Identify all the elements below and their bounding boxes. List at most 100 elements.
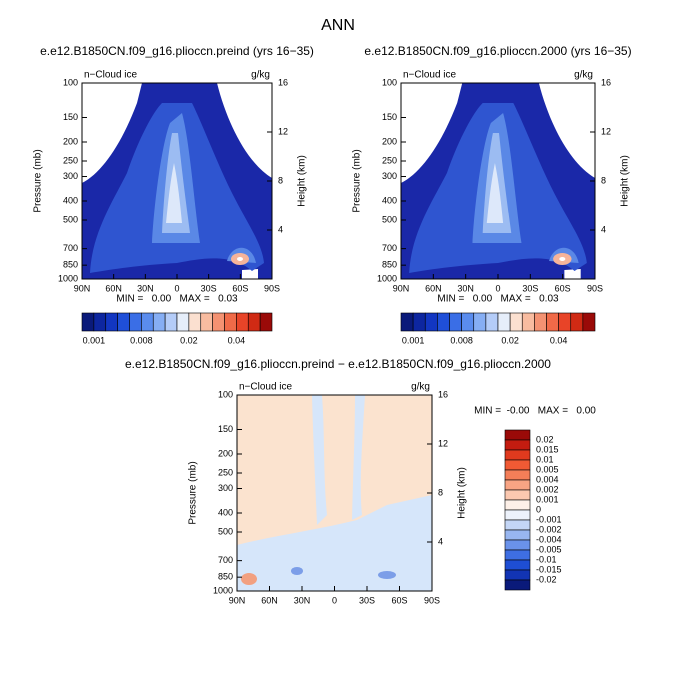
corner-label: n−Cloud ice	[239, 382, 293, 393]
figure-title: ANN	[321, 17, 355, 34]
colorbar-label: 0.001	[402, 335, 425, 345]
colorbar-swatch	[534, 312, 547, 332]
colorbar-swatch	[424, 312, 438, 332]
y-axis-label: Pressure (mb)	[352, 149, 363, 212]
x-tick-label: 90N	[74, 283, 91, 293]
y2-tick-label: 4	[278, 224, 283, 234]
colorbar-swatch	[570, 312, 584, 332]
y-tick-label: 250	[63, 155, 78, 165]
x-tick-label: 30S	[522, 283, 538, 293]
contour-field	[82, 83, 272, 279]
colorbar-swatch	[558, 312, 572, 332]
colorbar-swatch	[81, 312, 95, 332]
colorbar-swatch	[188, 312, 202, 332]
x-tick-label: 90N	[393, 283, 410, 293]
panel-title: e.e12.B1850CN.f09_g16.plioccn.preind (yr…	[40, 44, 314, 58]
colorbar-label: -0.01	[536, 554, 557, 564]
colorbar-swatch	[93, 312, 107, 332]
colorbar-swatch	[504, 429, 531, 441]
y-tick-label: 400	[382, 195, 397, 205]
y-tick-label: 500	[63, 214, 78, 224]
colorbar-swatch	[247, 312, 261, 332]
y-tick-label: 200	[218, 448, 233, 458]
colorbar-swatch	[504, 499, 531, 511]
colorbar-swatch	[504, 449, 531, 461]
y-tick-label: 200	[63, 136, 78, 146]
colorbar-swatch	[437, 312, 450, 332]
y2-tick-label: 8	[438, 487, 443, 497]
x-tick-label: 90S	[587, 283, 603, 293]
x-tick-label: 60N	[425, 283, 442, 293]
colorbar-swatch	[129, 312, 142, 332]
x-tick-label: 30N	[294, 595, 311, 605]
y-tick-label: 100	[218, 389, 233, 399]
y2-tick-label: 12	[278, 126, 288, 136]
x-tick-label: 30N	[137, 283, 154, 293]
colorbar-label: 0.04	[550, 335, 568, 345]
colorbar-swatch	[504, 459, 531, 471]
x-tick-label: 60N	[105, 283, 122, 293]
y-tick-label: 250	[218, 467, 233, 477]
y-tick-label: 1000	[58, 273, 78, 283]
x-tick-label: 30S	[359, 595, 375, 605]
corner-label: n−Cloud ice	[84, 70, 138, 81]
colorbar-swatch	[176, 312, 190, 332]
corner-label: n−Cloud ice	[403, 70, 457, 81]
colorbar-swatch	[509, 312, 523, 332]
panel-title: e.e12.B1850CN.f09_g16.plioccn.preind − e…	[125, 357, 551, 371]
y-tick-label: 150	[218, 424, 233, 434]
colorbar-swatch	[117, 312, 130, 332]
y-axis-label: Pressure (mb)	[33, 149, 44, 212]
colorbar-swatch	[504, 489, 531, 501]
colorbar-swatch	[141, 312, 154, 332]
colorbar-label: 0.002	[536, 484, 559, 494]
colorbar-label: -0.002	[536, 524, 562, 534]
x-tick-label: 90S	[264, 283, 280, 293]
colorbar-label: 0	[536, 504, 541, 514]
colorbar-swatch	[473, 312, 487, 332]
colorbar-label: 0.008	[450, 335, 473, 345]
colorbar-swatch	[504, 509, 531, 521]
y-tick-label: 500	[382, 214, 397, 224]
colorbar-swatch	[200, 312, 213, 332]
colorbar-swatch	[546, 312, 559, 332]
colorbar-label: 0.02	[501, 335, 519, 345]
colorbar-swatch	[504, 549, 531, 561]
y-tick-label: 150	[382, 112, 397, 122]
contour-field	[401, 83, 595, 279]
corner-label: g/kg	[251, 70, 270, 81]
y-tick-label: 850	[382, 260, 397, 270]
colorbar-swatch	[105, 312, 118, 332]
y-tick-label: 850	[218, 572, 233, 582]
colorbar-swatch	[504, 479, 531, 491]
y-tick-label: 100	[382, 77, 397, 87]
colorbar-label: 0.04	[228, 335, 246, 345]
y-tick-label: 850	[63, 260, 78, 270]
y-tick-label: 400	[63, 195, 78, 205]
colorbar-swatch	[485, 312, 499, 332]
x-tick-label: 30S	[201, 283, 217, 293]
y-tick-label: 250	[382, 155, 397, 165]
y-tick-label: 500	[218, 526, 233, 536]
x-tick-label: 0	[332, 595, 337, 605]
y-tick-label: 300	[63, 171, 78, 181]
stats: MIN = -0.00 MAX = 0.00	[474, 406, 596, 417]
colorbar-label: 0.001	[83, 335, 106, 345]
colorbar-label: 0.005	[536, 464, 559, 474]
colorbar-swatch	[504, 569, 531, 581]
colorbar-swatch	[521, 312, 535, 332]
colorbar-swatch	[236, 312, 249, 332]
stats: MIN = 0.00 MAX = 0.03	[437, 294, 559, 305]
colorbar-swatch	[504, 539, 531, 551]
y2-tick-label: 4	[601, 224, 606, 234]
colorbar-swatch	[504, 529, 531, 541]
colorbar-label: -0.005	[536, 544, 562, 554]
y2-tick-label: 8	[278, 175, 283, 185]
colorbar-swatch	[504, 519, 531, 531]
y-tick-label: 1000	[213, 585, 233, 595]
y2-tick-label: 16	[278, 77, 288, 87]
colorbar-swatch	[164, 312, 178, 332]
colorbar-swatch	[504, 439, 531, 451]
y-tick-label: 300	[218, 483, 233, 493]
